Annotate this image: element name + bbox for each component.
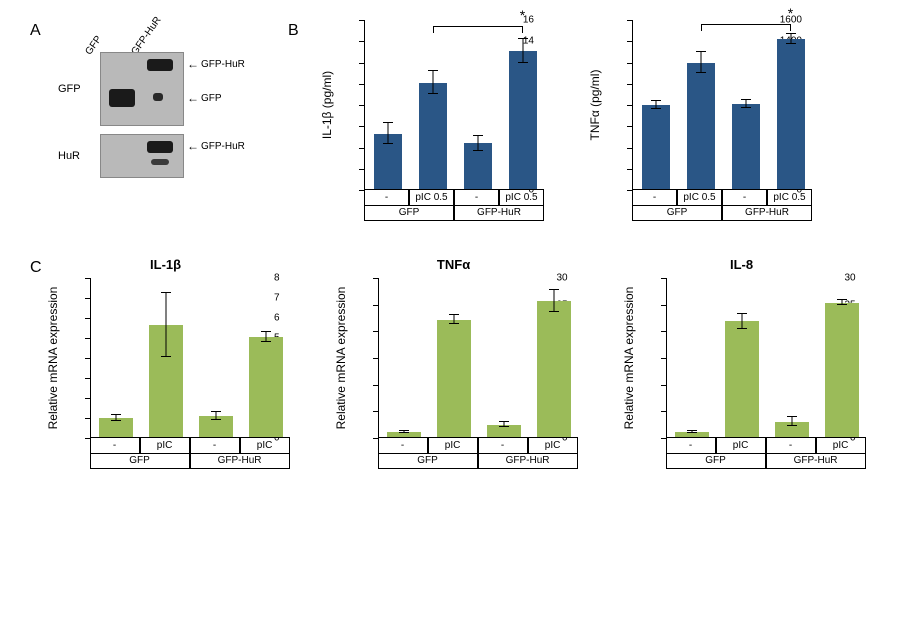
bar — [777, 39, 805, 189]
y-axis-title: Relative mRNA expression — [46, 286, 60, 429]
x-group-label: GFP — [364, 206, 454, 221]
blot-probe-label: HuR — [58, 150, 100, 162]
bar — [509, 51, 537, 189]
significance-star: * — [788, 5, 793, 21]
y-tick-label: 30 — [844, 273, 855, 284]
chart-title: IL-8 — [618, 257, 866, 272]
blot-membrane: ←GFP-HuR←GFP — [100, 52, 184, 126]
bar — [775, 422, 809, 437]
x-group-label: GFP — [378, 454, 478, 469]
plot-area: Relative mRNA expression051015202530 — [666, 278, 866, 438]
y-tick-label: 30 — [556, 273, 567, 284]
chart-title: TNFα — [330, 257, 578, 272]
blot-arrow-label: ←GFP-HuR — [187, 139, 245, 153]
x-condition-label: - — [90, 438, 140, 454]
bar — [642, 105, 670, 189]
x-condition-label: - — [666, 438, 716, 454]
panel-B-charts: IL-1β (pg/ml)0246810121416*-pIC 0.5-pIC … — [316, 20, 852, 221]
x-group-label: GFP-HuR — [478, 454, 578, 469]
x-group-label: GFP-HuR — [722, 206, 812, 221]
x-condition-label: pIC — [528, 438, 578, 454]
significance-bracket — [701, 24, 791, 25]
bar — [675, 432, 709, 437]
y-axis-title: Relative mRNA expression — [622, 286, 636, 429]
y-tick-label: 7 — [274, 293, 280, 304]
significance-star: * — [520, 7, 525, 23]
bar — [387, 432, 421, 437]
bar — [687, 63, 715, 189]
x-condition-label: pIC 0.5 — [767, 190, 812, 206]
bar — [537, 301, 571, 437]
x-condition-label: pIC — [428, 438, 478, 454]
x-condition-label: - — [766, 438, 816, 454]
bar-chart: TNFα (pg/ml)0200400600800100012001400160… — [584, 20, 812, 221]
x-condition-label: pIC 0.5 — [499, 190, 544, 206]
bar — [199, 416, 233, 437]
bar — [825, 303, 859, 437]
x-condition-label: - — [190, 438, 240, 454]
bar-chart: IL-1β (pg/ml)0246810121416*-pIC 0.5-pIC … — [316, 20, 544, 221]
panel-B-label: B — [288, 20, 316, 40]
x-condition-label: pIC — [716, 438, 766, 454]
y-axis-title: IL-1β (pg/ml) — [320, 70, 334, 138]
chart-title: IL-1β — [42, 257, 290, 272]
bar-chart: IL-8 Relative mRNA expression051015202530… — [618, 257, 866, 469]
plot-area: Relative mRNA expression012345678 — [90, 278, 290, 438]
panel-A-blot: GFPGFP-HuRGFP←GFP-HuR←GFPHuR←GFP-HuR — [58, 20, 248, 186]
x-condition-label: - — [454, 190, 499, 206]
x-condition-label: pIC 0.5 — [677, 190, 722, 206]
y-axis-title: Relative mRNA expression — [334, 286, 348, 429]
y-tick-label: 6 — [274, 313, 280, 324]
x-condition-label: - — [364, 190, 409, 206]
x-group-label: GFP — [90, 454, 190, 469]
y-axis-title: TNFα (pg/ml) — [588, 69, 602, 140]
bar — [487, 425, 521, 437]
panel-C-charts: IL-1βRelative mRNA expression012345678-p… — [42, 257, 906, 469]
bar — [437, 320, 471, 437]
x-condition-label: - — [378, 438, 428, 454]
x-condition-label: pIC — [240, 438, 290, 454]
x-group-label: GFP-HuR — [454, 206, 544, 221]
blot-membrane: ←GFP-HuR — [100, 134, 184, 178]
x-group-label: GFP-HuR — [766, 454, 866, 469]
row-ab: A GFPGFP-HuRGFP←GFP-HuR←GFPHuR←GFP-HuR B… — [30, 20, 887, 221]
x-condition-label: - — [722, 190, 767, 206]
plot-area: IL-1β (pg/ml)0246810121416* — [364, 20, 544, 190]
plot-area: TNFα (pg/ml)0200400600800100012001400160… — [632, 20, 812, 190]
bar — [99, 418, 133, 437]
bar-chart: TNFα Relative mRNA expression051015202530… — [330, 257, 578, 469]
y-tick-label: 8 — [274, 273, 280, 284]
blot-probe-label: GFP — [58, 83, 100, 95]
x-condition-label: pIC — [140, 438, 190, 454]
x-group-label: GFP — [632, 206, 722, 221]
x-group-label: GFP-HuR — [190, 454, 290, 469]
x-condition-label: pIC — [816, 438, 866, 454]
x-condition-label: - — [632, 190, 677, 206]
plot-area: Relative mRNA expression051015202530 — [378, 278, 578, 438]
bar — [249, 337, 283, 437]
panel-A-label: A — [30, 20, 58, 40]
bar — [149, 325, 183, 437]
blot-arrow-label: ←GFP — [187, 91, 222, 105]
bar — [374, 134, 402, 189]
significance-bracket — [433, 26, 523, 27]
x-group-label: GFP — [666, 454, 766, 469]
bar — [464, 143, 492, 189]
x-condition-label: pIC 0.5 — [409, 190, 454, 206]
bar — [732, 104, 760, 189]
row-c: C IL-1βRelative mRNA expression012345678… — [30, 257, 887, 469]
x-condition-label: - — [478, 438, 528, 454]
panel-C-label: C — [30, 257, 42, 277]
blot-arrow-label: ←GFP-HuR — [187, 57, 245, 71]
bar — [725, 321, 759, 437]
bar-chart: IL-1βRelative mRNA expression012345678-p… — [42, 257, 290, 469]
bar — [419, 83, 447, 189]
